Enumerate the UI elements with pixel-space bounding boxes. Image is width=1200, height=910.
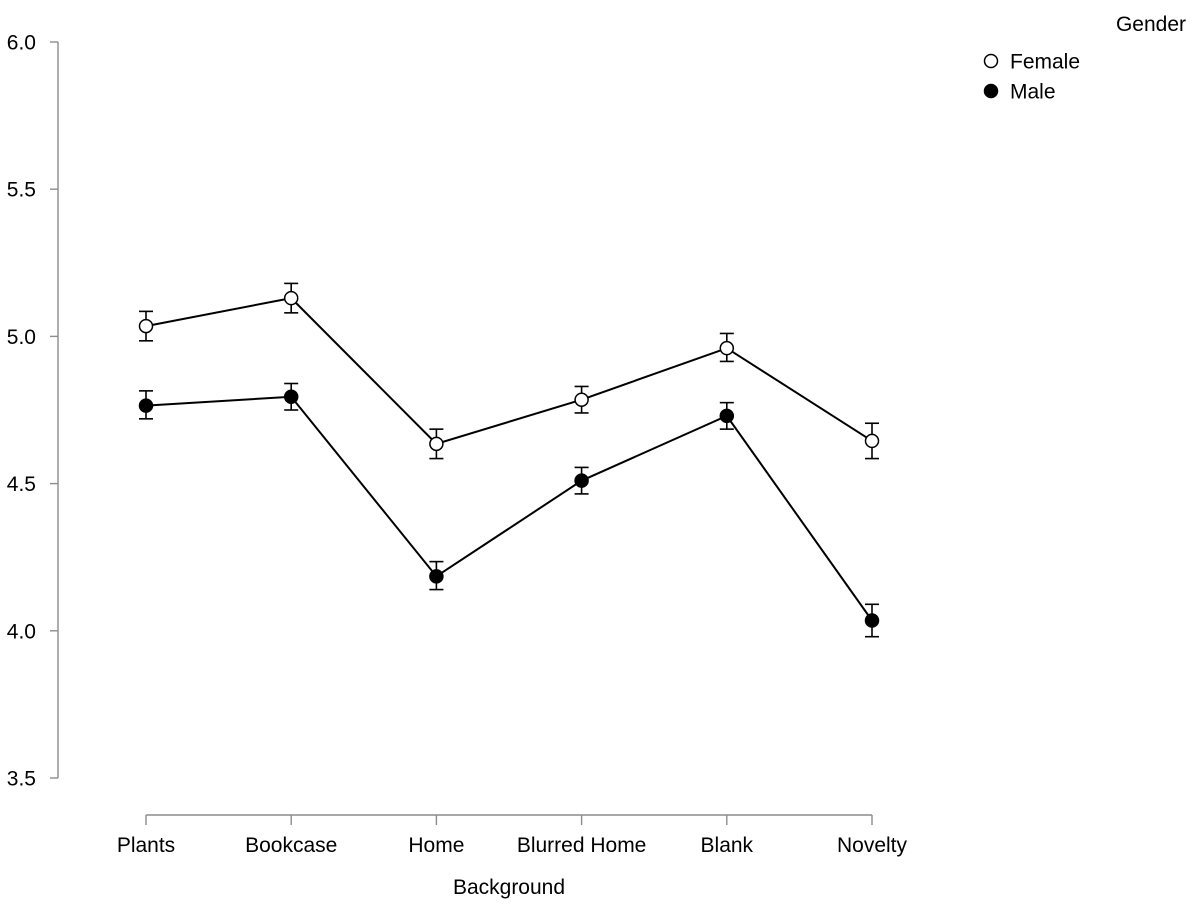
- data-point-female: [574, 392, 589, 407]
- y-axis: 3.5 4.0 4.5 5.0 5.5 6.0: [7, 32, 59, 791]
- series-male: [138, 382, 880, 638]
- legend: Gender Female Male: [983, 13, 1186, 104]
- legend-marker-female: [983, 53, 999, 69]
- legend-title: Gender: [1116, 13, 1186, 36]
- data-point-female: [138, 318, 154, 334]
- y-tick-label: 5.5: [7, 179, 36, 202]
- x-axis: Plants Bookcase Home Blurred Home Blank Novel…: [117, 814, 908, 857]
- legend-marker-male: [983, 83, 999, 99]
- data-point-female: [429, 436, 444, 452]
- data-point-male: [429, 569, 444, 584]
- data-point-male: [864, 613, 880, 628]
- y-tick-label: 4.5: [7, 473, 36, 496]
- x-tick-label: Novelty: [837, 834, 908, 857]
- x-axis-title: Background: [453, 876, 565, 899]
- y-tick-label: 3.5: [7, 768, 36, 791]
- data-point-male: [138, 398, 154, 413]
- series-line-male: [145, 395, 873, 622]
- y-tick-label: 4.0: [7, 620, 36, 643]
- x-tick-label: Plants: [117, 834, 175, 857]
- y-tick-label: 5.0: [7, 326, 36, 349]
- x-tick-label: Bookcase: [245, 834, 337, 857]
- data-point-male: [283, 389, 299, 405]
- legend-label-female: Female: [1010, 51, 1080, 74]
- legend-label-male: Male: [1010, 81, 1056, 104]
- x-tick-label: Blurred Home: [517, 834, 647, 857]
- data-point-male: [574, 473, 589, 488]
- series-line-female: [145, 297, 873, 445]
- plot-area: [138, 282, 880, 638]
- data-point-male: [719, 408, 735, 424]
- data-point-female: [719, 340, 735, 356]
- data-point-female: [864, 433, 880, 449]
- y-tick-label: 6.0: [7, 32, 36, 55]
- x-tick-label: Home: [408, 834, 464, 857]
- series-female: [138, 282, 880, 460]
- data-point-female: [283, 290, 299, 306]
- x-tick-label: Blank: [701, 834, 754, 857]
